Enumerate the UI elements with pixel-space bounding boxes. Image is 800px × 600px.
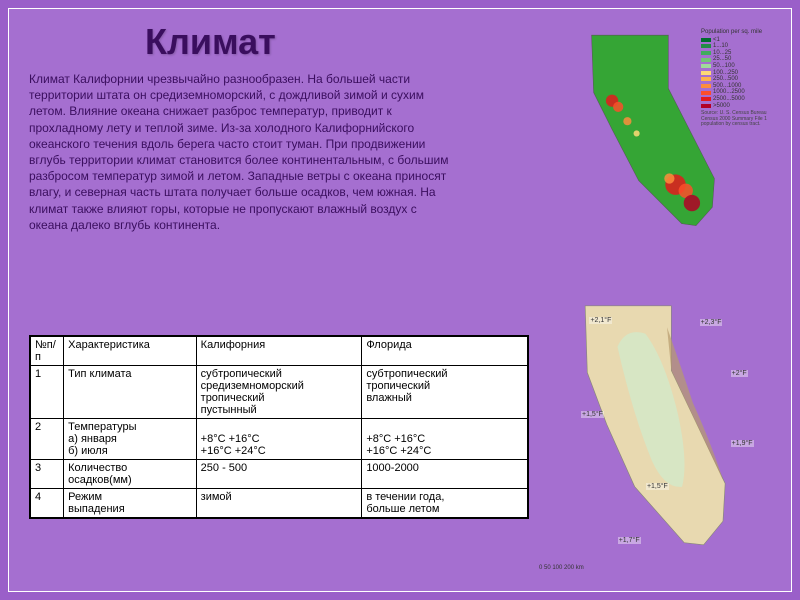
table-cell: Режим выпадения — [64, 489, 197, 518]
table-cell: 250 - 500 — [196, 460, 362, 489]
table-cell: Тип климата — [64, 366, 197, 419]
legend-row: 1...10 — [701, 43, 771, 50]
temp-label: +1,7°F — [618, 537, 641, 544]
legend-row: 500...1000 — [701, 83, 771, 90]
table-cell: зимой — [196, 489, 362, 518]
th-cal: Калифорния — [196, 337, 362, 366]
scale-bar: 0 50 100 200 km — [539, 565, 584, 571]
th-fl: Флорида — [362, 337, 528, 366]
legend-row: 250...500 — [701, 76, 771, 83]
table-cell: +8°C +16°C +16°C +24°C — [196, 419, 362, 460]
legend-row: 2500...5000 — [701, 96, 771, 103]
temp-label: +2,3°F — [700, 319, 723, 326]
table-cell: 1000-2000 — [362, 460, 528, 489]
climate-table: №п/п Характеристика Калифорния Флорида 1… — [29, 335, 529, 519]
table-cell: 3 — [31, 460, 64, 489]
table-cell: Количество осадков(мм) — [64, 460, 197, 489]
legend-row: 25...50 — [701, 56, 771, 63]
legend-row: 1000...2500 — [701, 89, 771, 96]
temp-label: +2,1°F — [589, 317, 612, 324]
legend-row: >5000 — [701, 103, 771, 110]
population-map: Population per sq. mile <11...1010...252… — [533, 27, 773, 242]
table-cell: Температуры а) января б) июля — [64, 419, 197, 460]
th-num: №п/п — [31, 337, 64, 366]
legend-row: 10...25 — [701, 50, 771, 57]
table-cell: +8°C +16°C +16°C +24°C — [362, 419, 528, 460]
legend-row: 50...100 — [701, 63, 771, 70]
legend-row: 100...250 — [701, 70, 771, 77]
table-cell: субтропический тропический влажный — [362, 366, 528, 419]
th-char: Характеристика — [64, 337, 197, 366]
legend-row: <1 — [701, 37, 771, 44]
temp-label: +2°F — [731, 370, 748, 377]
table-cell: в течении года, больше летом — [362, 489, 528, 518]
table-cell: 4 — [31, 489, 64, 518]
legend-source: Source: U. S. Census Bureau Census 2000 … — [701, 111, 771, 128]
legend-title: Population per sq. mile — [701, 29, 771, 36]
temp-label: +1,5°F — [646, 483, 669, 490]
temperature-map: +2,1°F +2,3°F +2°F +1,9°F +1,5°F +1,5°F +1,7°F… — [533, 295, 773, 575]
table-cell: 1 — [31, 366, 64, 419]
body-paragraph: Климат Калифорнии чрезвычайно разнообраз… — [29, 71, 449, 233]
map-legend: Population per sq. mile <11...1010...252… — [701, 29, 771, 128]
table-cell: 2 — [31, 419, 64, 460]
temp-label: +1,5°F — [581, 411, 604, 418]
temp-label: +1,9°F — [731, 440, 754, 447]
table-cell: субтропический средиземноморский тропиче… — [196, 366, 362, 419]
